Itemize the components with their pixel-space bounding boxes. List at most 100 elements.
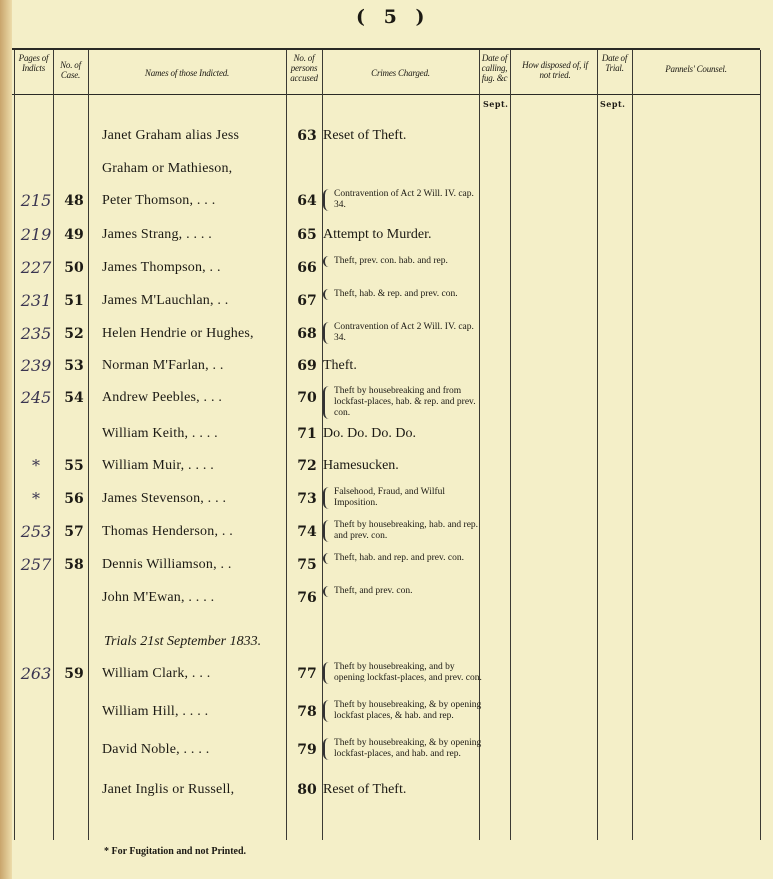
indict-page-ref: 215: [20, 191, 52, 210]
indict-page-ref: *: [32, 456, 40, 475]
crime-charged: Theft by housebreaking, and by opening l…: [323, 662, 486, 684]
table-row: Janet Graham alias Jess 63 Reset of Theft.: [0, 122, 773, 152]
page-number: ( 5 ): [356, 6, 431, 28]
indict-page-ref: 231: [20, 291, 52, 310]
indict-page-ref: 235: [20, 324, 52, 343]
column-divider: [53, 50, 54, 840]
accused-number: 66: [297, 260, 317, 276]
accused-number: 67: [297, 293, 317, 309]
table-row: 227 50 James Thompson, . . 66 Theft, prev. c…: [0, 254, 773, 284]
accused-name: William Clark, . . .: [102, 666, 211, 681]
accused-name: Helen Hendrie or Hughes,: [102, 326, 254, 341]
crime-charged: Attempt to Murder.: [323, 227, 432, 242]
table-row: William Hill, . . . . 78 Theft by housebre…: [0, 698, 773, 728]
header-crimes: Crimes Charged.: [371, 68, 430, 78]
crime-charged: Hamesucken.: [323, 458, 399, 473]
accused-number: 73: [297, 491, 317, 507]
accused-name: William Hill, . . . .: [102, 704, 209, 719]
crime-charged: Theft by housebreaking, & by opening loc…: [323, 700, 486, 722]
accused-name: David Noble, . . . .: [102, 742, 210, 757]
accused-number: 72: [297, 458, 317, 474]
header-names: Names of those Indicted.: [144, 68, 230, 78]
table-row: 219 49 James Strang, . . . . 65 Attempt to M…: [0, 221, 773, 251]
accused-name: James Strang, . . . .: [102, 227, 212, 242]
case-number: 52: [64, 326, 84, 342]
indict-page-ref: 263: [20, 664, 52, 683]
table-row: * 55 William Muir, . . . . 72 Hamesucken.: [0, 452, 773, 482]
accused-number: 78: [297, 704, 317, 720]
crime-charged: Theft by housebreaking and from lockfast…: [323, 386, 486, 419]
indict-page-ref: 245: [20, 388, 52, 407]
header-date-trial: Date of Trial.: [601, 53, 628, 73]
case-number: 48: [64, 193, 84, 209]
column-divider: [479, 50, 480, 840]
column-divider: [597, 50, 598, 840]
case-number: 57: [64, 524, 84, 540]
column-divider: [510, 50, 511, 840]
table-row: 235 52 Helen Hendrie or Hughes, 68 Contraven…: [0, 320, 773, 350]
crime-charged: Theft by housebreaking, hab. and rep. an…: [323, 520, 486, 542]
case-number: 50: [64, 260, 84, 276]
column-divider: [88, 50, 89, 840]
column-divider: [322, 50, 323, 840]
header-counsel: Pannels' Counsel.: [665, 64, 727, 74]
column-divider: [632, 50, 633, 840]
case-number: 55: [64, 458, 84, 474]
accused-name: James M'Lauchlan, . .: [102, 293, 229, 308]
accused-name: Janet Inglis or Russell,: [102, 782, 235, 797]
accused-number: 63: [297, 128, 317, 144]
month-trial: Sept.: [600, 99, 626, 109]
table-row: 245 54 Andrew Peebles, . . . 70 Theft by hou…: [0, 384, 773, 419]
trials-heading: Trials 21st September 1833.: [104, 634, 262, 649]
accused-number: 68: [297, 326, 317, 342]
month-calling: Sept.: [483, 99, 509, 109]
table-row: Janet Inglis or Russell, 80 Reset of Theft…: [0, 776, 773, 806]
accused-number: 74: [297, 524, 317, 540]
header-disposed: How disposed of, if not tried.: [522, 60, 588, 80]
table-row: 231 51 James M'Lauchlan, . . 67 Theft, hab. …: [0, 287, 773, 317]
indict-page-ref: 227: [20, 258, 52, 277]
accused-number: 65: [297, 227, 317, 243]
case-number: 49: [64, 227, 84, 243]
accused-name: James Thompson, . .: [102, 260, 221, 275]
trials-heading-row: Trials 21st September 1833.: [0, 628, 773, 658]
accused-number: 76: [297, 590, 317, 606]
indict-page-ref: 257: [20, 555, 52, 574]
table-row: Graham or Mathieson,: [0, 155, 773, 185]
case-number: 53: [64, 358, 84, 374]
crime-charged: Do. Do. Do. Do.: [323, 426, 416, 441]
indict-page-ref: *: [32, 489, 40, 508]
accused-name: Thomas Henderson, . .: [102, 524, 233, 539]
accused-number: 79: [297, 742, 317, 758]
table-row: 239 53 Norman M'Farlan, . . 69 Theft.: [0, 352, 773, 382]
accused-name: Andrew Peebles, . . .: [102, 390, 223, 405]
accused-number: 71: [297, 426, 317, 442]
accused-name: Graham or Mathieson,: [102, 161, 233, 176]
column-divider: [14, 50, 15, 840]
accused-number: 69: [297, 358, 317, 374]
case-number: 58: [64, 557, 84, 573]
accused-number: 80: [297, 782, 317, 798]
crime-charged: Theft by housebreaking, & by opening loc…: [323, 738, 486, 760]
table-row: 215 48 Peter Thomson, . . . 64 Contravention…: [0, 187, 773, 217]
crime-charged: Contravention of Act 2 Will. IV. cap. 34…: [323, 322, 486, 344]
indict-page-ref: 239: [20, 356, 52, 375]
accused-name: William Muir, . . . .: [102, 458, 214, 473]
crime-charged: Theft, hab. and rep. and prev. con.: [323, 553, 486, 564]
table-row: 263 59 William Clark, . . . 77 Theft by hous…: [0, 660, 773, 690]
indict-page-ref: 219: [20, 225, 52, 244]
crime-charged: Reset of Theft.: [323, 782, 407, 797]
header-date-calling: Date of calling, fug. &c: [481, 53, 508, 83]
accused-name: Janet Graham alias Jess: [102, 128, 240, 143]
accused-name: Peter Thomson, . . .: [102, 193, 216, 208]
crime-charged: Theft, and prev. con.: [323, 586, 486, 597]
crime-charged: Contravention of Act 2 Will. IV. cap. 34…: [323, 189, 486, 211]
table-row: 253 57 Thomas Henderson, . . 74 Theft by hou…: [0, 518, 773, 548]
case-number: 54: [64, 390, 84, 406]
accused-number: 64: [297, 193, 317, 209]
accused-name: William Keith, . . . .: [102, 426, 218, 441]
case-number: 59: [64, 666, 84, 682]
book-spine: [0, 0, 12, 879]
table-row: William Keith, . . . . 71 Do. Do. Do. Do.: [0, 420, 773, 450]
